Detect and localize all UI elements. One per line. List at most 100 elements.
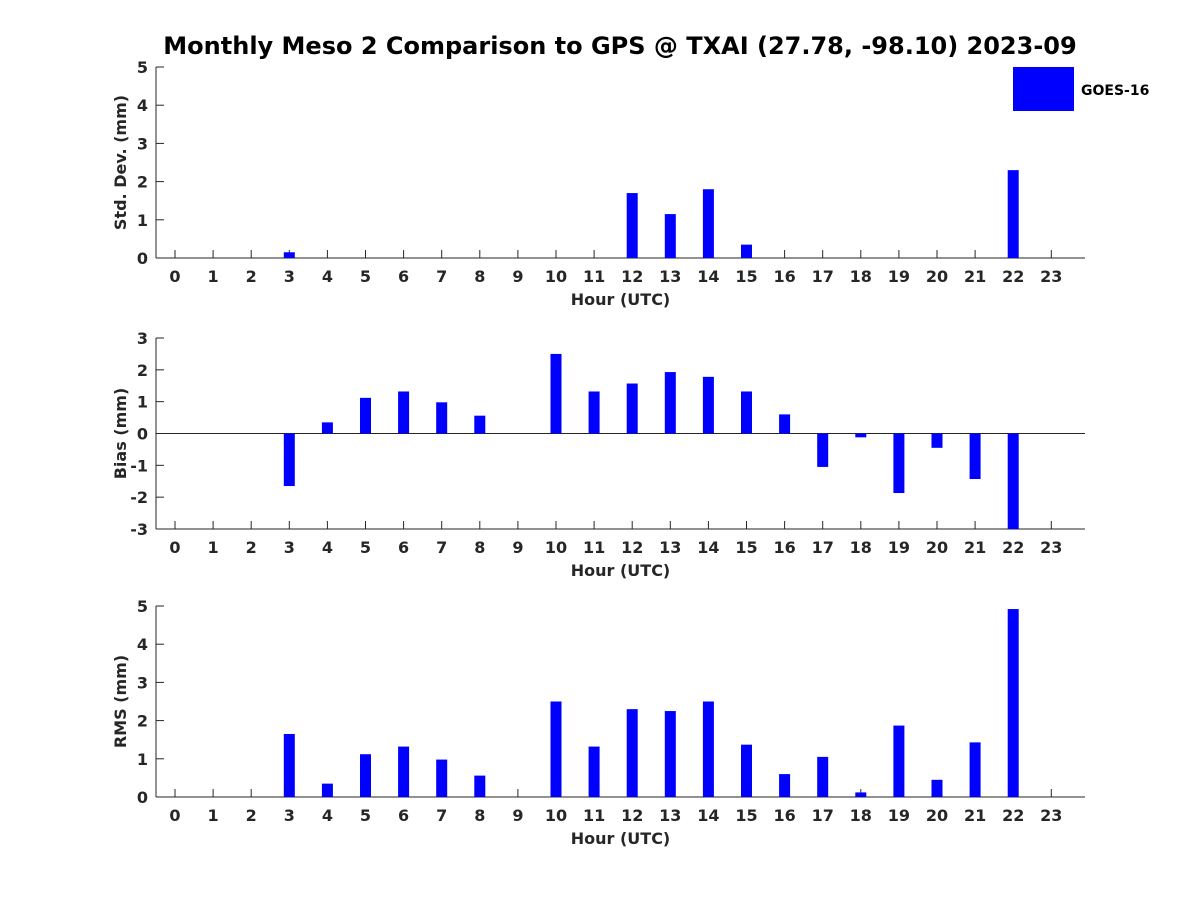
x-tick-label: 18	[850, 538, 872, 557]
bar-hour-7	[436, 402, 448, 434]
x-tick-label: 1	[208, 538, 219, 557]
x-tick-label: 4	[322, 806, 333, 825]
x-tick-label: 23	[1040, 538, 1062, 557]
x-tick-label: 4	[322, 267, 333, 286]
bar-hour-14	[702, 189, 714, 258]
bar-hour-5	[360, 397, 371, 434]
x-tick-label: 15	[735, 267, 757, 286]
x-tick-label: 1	[208, 806, 219, 825]
x-tick-label: 20	[926, 267, 948, 286]
y-tick-label: 1	[137, 211, 148, 230]
bar-hour-17	[817, 433, 829, 467]
x-tick-label: 5	[360, 267, 371, 286]
bar-hour-18	[855, 792, 867, 797]
x-tick-label: 7	[436, 538, 447, 557]
x-tick-label: 9	[512, 806, 523, 825]
x-tick-label: 15	[735, 806, 757, 825]
x-tick-label: 12	[621, 806, 643, 825]
x-tick-label: 17	[812, 538, 834, 557]
bar-hour-22	[1007, 433, 1019, 529]
x-tick-label: 10	[545, 806, 567, 825]
y-axis-label: Bias (mm)	[111, 388, 130, 480]
y-axis-label: RMS (mm)	[111, 655, 130, 748]
y-tick-label: 2	[137, 173, 148, 192]
x-tick-label: 1	[208, 267, 219, 286]
x-tick-label: 6	[398, 267, 409, 286]
x-tick-label: 14	[697, 267, 719, 286]
x-tick-label: 3	[284, 806, 295, 825]
x-tick-label: 12	[621, 538, 643, 557]
legend: GOES-16	[1013, 67, 1149, 111]
y-tick-label: 2	[137, 712, 148, 731]
bar-hour-8	[474, 415, 486, 434]
x-tick-label: 20	[926, 538, 948, 557]
y-tick-label: 5	[137, 58, 148, 77]
x-tick-label: 3	[284, 267, 295, 286]
bar-hour-3	[283, 252, 295, 258]
x-tick-label: 21	[964, 538, 986, 557]
x-tick-label: 5	[360, 806, 371, 825]
bar-hour-20	[931, 779, 943, 797]
bar-hour-6	[398, 391, 410, 434]
legend-swatch-goes-16	[1013, 67, 1074, 111]
x-tick-label: 19	[888, 806, 910, 825]
x-tick-label: 19	[888, 538, 910, 557]
x-tick-label: 16	[773, 538, 795, 557]
x-tick-label: 7	[436, 806, 447, 825]
x-tick-label: 16	[773, 806, 795, 825]
bar-hour-16	[779, 414, 791, 434]
bar-hour-17	[817, 756, 829, 797]
x-tick-label: 13	[659, 806, 681, 825]
x-tick-label: 22	[1002, 267, 1024, 286]
bar-hour-6	[398, 746, 410, 797]
y-tick-label: 0	[137, 788, 148, 807]
bar-hour-16	[779, 774, 791, 797]
bar-hour-22	[1007, 170, 1019, 258]
bar-hour-15	[741, 391, 752, 434]
bar-hour-5	[360, 754, 371, 797]
bar-hour-12	[626, 709, 638, 797]
bar-hour-14	[702, 701, 714, 797]
bar-hour-3	[283, 733, 295, 797]
bar-hour-21	[969, 742, 981, 797]
bar-hour-8	[474, 775, 486, 797]
bar-hour-4	[321, 422, 333, 434]
x-tick-label: 23	[1040, 806, 1062, 825]
x-tick-label: 22	[1002, 538, 1024, 557]
y-tick-label: 4	[137, 635, 148, 654]
legend-label-goes-16: GOES-16	[1081, 83, 1149, 99]
bar-hour-7	[436, 759, 448, 797]
y-tick-label: 0	[137, 425, 148, 444]
bar-hour-10	[550, 353, 562, 434]
x-tick-label: 17	[812, 267, 834, 286]
bar-hour-18	[855, 433, 867, 438]
x-tick-label: 18	[850, 806, 872, 825]
bar-hour-22	[1007, 609, 1019, 797]
x-tick-label: 21	[964, 806, 986, 825]
x-axis-label: Hour (UTC)	[571, 829, 671, 848]
x-tick-label: 5	[360, 538, 371, 557]
x-tick-label: 9	[512, 267, 523, 286]
bar-hour-19	[893, 725, 905, 797]
bar-hour-14	[702, 376, 714, 434]
x-tick-label: 14	[697, 538, 719, 557]
x-tick-label: 6	[398, 806, 409, 825]
bar-hour-21	[969, 433, 981, 480]
x-tick-label: 14	[697, 806, 719, 825]
x-tick-label: 6	[398, 538, 409, 557]
y-tick-label: 5	[137, 597, 148, 616]
x-tick-label: 0	[169, 538, 180, 557]
x-tick-label: 10	[545, 538, 567, 557]
bar-hour-13	[664, 711, 676, 797]
y-tick-label: -3	[130, 520, 148, 539]
y-tick-label: 4	[137, 96, 148, 115]
x-tick-label: 0	[169, 806, 180, 825]
y-tick-label: 0	[137, 249, 148, 268]
x-tick-label: 13	[659, 267, 681, 286]
x-tick-label: 0	[169, 267, 180, 286]
x-tick-label: 2	[246, 806, 257, 825]
x-tick-label: 13	[659, 538, 681, 557]
